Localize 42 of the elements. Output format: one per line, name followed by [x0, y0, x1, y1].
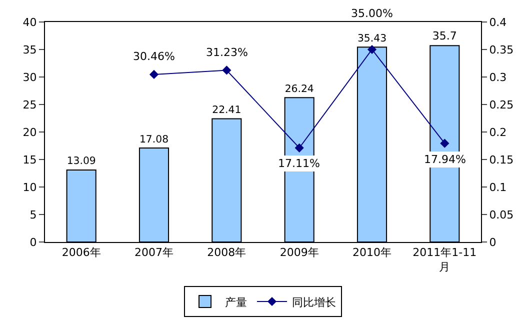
data-label: 26.24	[284, 84, 314, 95]
point	[367, 44, 377, 54]
y2-tick-label: 0.3	[489, 70, 507, 84]
point	[294, 143, 304, 152]
y-tick-label: 35	[22, 43, 37, 56]
data-label: 30.46%	[133, 50, 175, 63]
data-label: 35.00%	[351, 7, 393, 20]
x-tick-label: 2011年1-11月	[412, 246, 477, 274]
y-tick-label: 5	[30, 208, 37, 222]
y-tick-label: 15	[22, 153, 37, 166]
y2-tick-label: 0.2	[489, 126, 507, 139]
y-tick-label: 30	[22, 70, 37, 84]
legend-label: 产量	[225, 296, 247, 309]
y-tick-label: 10	[22, 180, 37, 194]
x-tick-label: 2010年	[352, 246, 392, 260]
data-label: 35.43	[357, 33, 387, 44]
data-label: 22.41	[212, 104, 242, 116]
data-label: 17.94%	[424, 153, 466, 166]
data-label: 31.23%	[206, 46, 248, 59]
x-tick-label: 2007年	[134, 246, 174, 260]
point	[222, 66, 232, 75]
x-tick-label: 2008年	[207, 246, 246, 260]
data-label: 13.09	[66, 156, 96, 168]
data-label: 17.08	[139, 134, 169, 146]
x-tick-label: 2006年	[62, 246, 101, 260]
y2-tick-label: 0.15	[489, 153, 514, 166]
data-label: 17.11%	[278, 157, 320, 170]
y2-tick-label: 0.1	[489, 180, 507, 194]
point	[440, 138, 450, 148]
y2-tick-label: 0	[489, 236, 496, 249]
y-tick-label: 20	[22, 126, 37, 139]
point	[149, 70, 159, 80]
y-tick-label: 0	[30, 236, 37, 249]
y-tick-label: 40	[22, 16, 37, 29]
y2-tick-label: 0.25	[489, 98, 514, 112]
y2-tick-label: 0.4	[489, 16, 507, 29]
y-tick-label: 25	[22, 98, 37, 112]
x-tick-label: 2009年	[280, 246, 319, 260]
y2-tick-label: 0.05	[489, 208, 514, 222]
y2-tick-label: 0.35	[489, 43, 514, 56]
data-label: 35.7	[432, 30, 457, 43]
legend-label: 同比增长	[292, 296, 336, 309]
